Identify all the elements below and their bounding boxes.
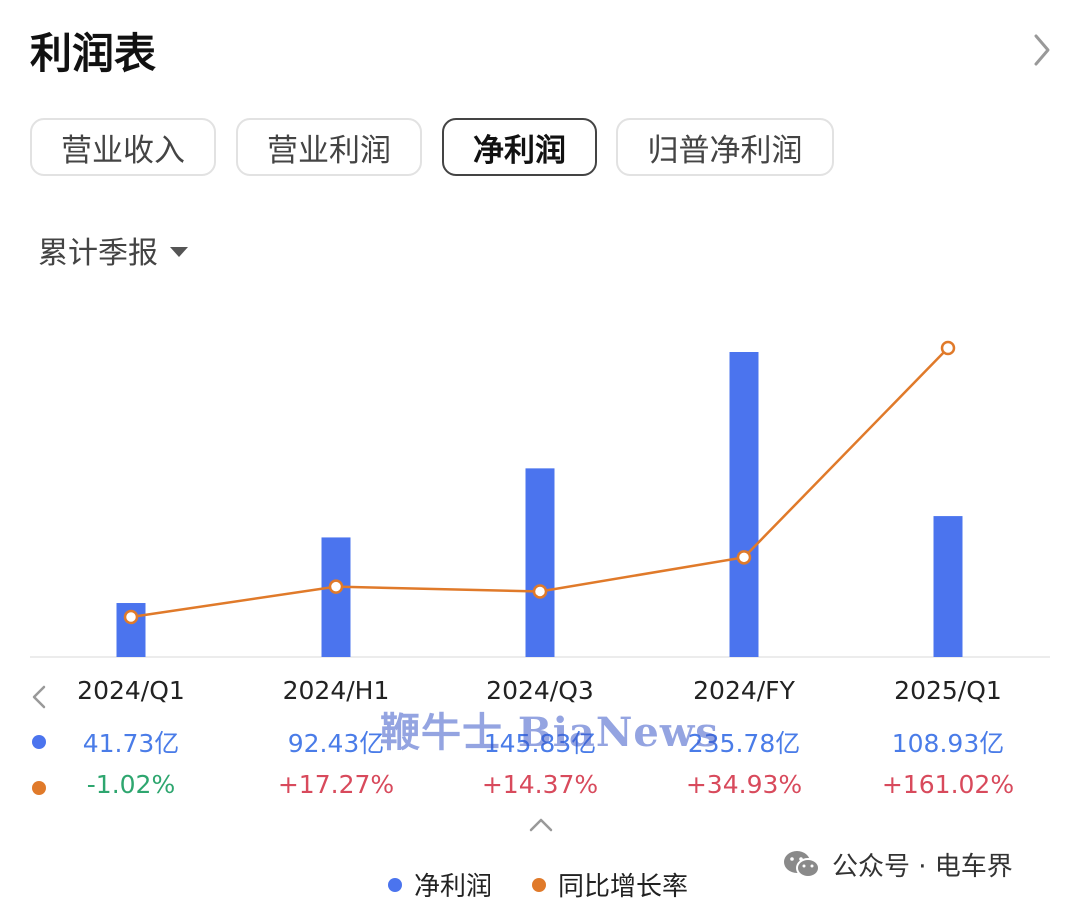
growth-value-0: -1.02% xyxy=(86,770,176,799)
bar-2024/H1[interactable] xyxy=(321,537,351,657)
chevron-up-icon[interactable] xyxy=(528,816,554,834)
line-series-dot xyxy=(32,781,46,795)
growth-value-4: +161.02% xyxy=(881,770,1015,799)
x-tick-label-3: 2024/FY xyxy=(693,676,795,705)
growth-point-2024/Q1[interactable] xyxy=(123,609,139,625)
net-profit-value-3: 235.78亿 xyxy=(687,729,801,758)
tab-attributable-net-profit[interactable]: 归普净利润 xyxy=(616,118,834,176)
growth-point-2024/H1[interactable] xyxy=(328,579,344,594)
footer-brand: 公众号 · 电车界 xyxy=(782,846,1013,883)
legend-dot xyxy=(532,877,547,892)
growth-point-2024/FY[interactable] xyxy=(736,550,752,565)
net-profit-value-4: 108.93亿 xyxy=(891,729,1005,758)
legend-label: 同比增长率 xyxy=(558,872,689,902)
footer-brand-text: 公众号 · 电车界 xyxy=(832,852,1013,882)
bar-2024/FY[interactable] xyxy=(729,352,759,657)
x-tick-label-2: 2024/Q3 xyxy=(486,676,594,705)
growth-value-3: +34.93% xyxy=(685,770,803,799)
legend-dot xyxy=(388,877,402,892)
chart-legend: 净利润 同比增长率 xyxy=(388,866,728,903)
net-profit-value-2: 145.83亿 xyxy=(483,729,597,758)
x-tick-label-0: 2024/Q1 xyxy=(77,676,185,705)
legend-item-growth[interactable]: 同比增长率 xyxy=(532,866,688,903)
growth-value-2: +14.37% xyxy=(481,770,599,799)
x-tick-label-1: 2024/H1 xyxy=(282,676,390,705)
tab-revenue[interactable]: 营业收入 xyxy=(30,118,216,176)
chevron-right-icon[interactable] xyxy=(1030,30,1054,70)
caret-down-icon xyxy=(170,247,188,257)
period-label: 累计季报 xyxy=(38,236,158,271)
growth-point-2024/Q3[interactable] xyxy=(532,584,548,599)
watermark: 鞭牛士 BiaNews xyxy=(380,709,719,756)
tab-net-profit[interactable]: 净利润 xyxy=(442,118,597,176)
legend-item-net-profit[interactable]: 净利润 xyxy=(388,866,492,903)
legend-label: 净利润 xyxy=(414,872,493,902)
net-profit-value-1: 92.43亿 xyxy=(287,729,385,758)
page-title: 利润表 xyxy=(30,29,157,78)
growth-point-2025/Q1[interactable] xyxy=(940,340,956,356)
wechat-icon xyxy=(784,850,820,878)
x-tick-label-4: 2025/Q1 xyxy=(894,676,1002,705)
bar-series-dot xyxy=(32,735,46,749)
tab-operating-profit[interactable]: 营业利润 xyxy=(236,118,422,176)
bar-2025/Q1[interactable] xyxy=(933,516,963,657)
growth-value-1: +17.27% xyxy=(277,770,395,799)
bar-2024/Q3[interactable] xyxy=(525,468,555,657)
chevron-left-icon[interactable] xyxy=(30,684,48,710)
net-profit-value-0: 41.73亿 xyxy=(82,729,180,758)
period-dropdown[interactable]: 累计季报 xyxy=(38,228,188,272)
